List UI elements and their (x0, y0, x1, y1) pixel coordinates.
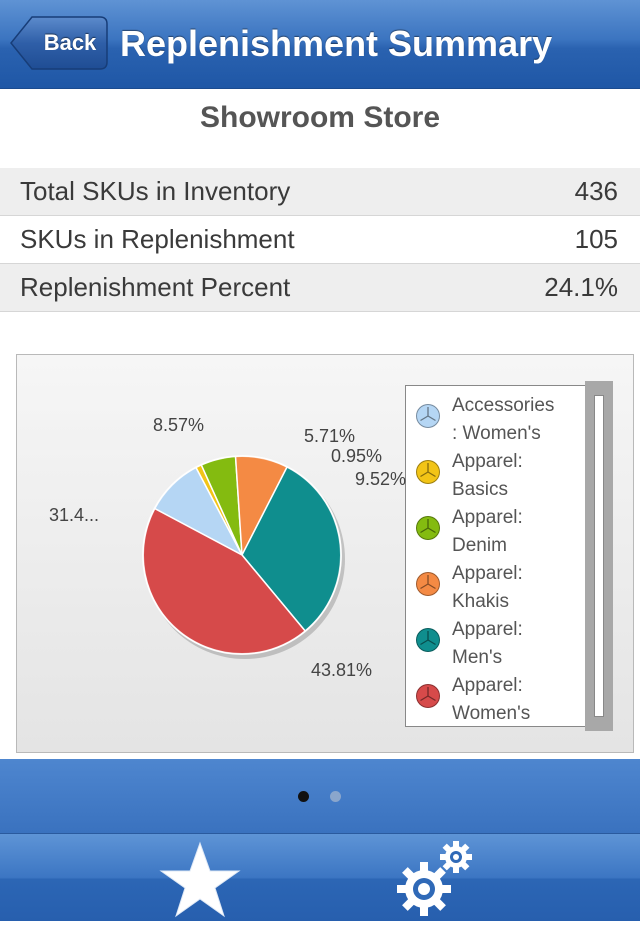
stat-value: 105 (574, 224, 618, 254)
stat-value: 436 (574, 176, 618, 206)
legend-label: Accessories : Women's (452, 392, 586, 448)
legend-label-line: Apparel: (452, 507, 523, 528)
stat-label: Total SKUs in Inventory (20, 176, 291, 206)
legend-pie-icon (416, 460, 440, 484)
pie-rim (142, 455, 342, 655)
tab-bar (0, 833, 640, 921)
stat-row-skus-replenishment: SKUs in Replenishment 105 (0, 216, 640, 264)
gears-icon (397, 841, 472, 916)
legend-label: Apparel: Women's (452, 672, 586, 726)
legend-label-line: : Women's (452, 423, 541, 444)
legend-scroll-thumb[interactable] (594, 395, 604, 717)
legend-label-line: Apparel: (452, 451, 523, 472)
legend-pie-icon (416, 572, 440, 596)
tab-favorites[interactable] (120, 834, 280, 921)
store-name: Showroom Store (199, 101, 440, 134)
back-button-label: Back (43, 30, 97, 55)
legend-label-line: Apparel: (452, 619, 523, 640)
pie-slice-label: 43.81% (311, 660, 373, 680)
stat-label: Replenishment Percent (20, 272, 291, 302)
stat-value: 24.1% (544, 272, 618, 302)
page-control[interactable] (0, 759, 640, 833)
star-icon (159, 841, 241, 918)
stat-row-total-skus: Total SKUs in Inventory 436 (0, 168, 640, 216)
legend-label-line: Apparel: (452, 675, 523, 696)
pie-slice-label: 0.95% (331, 446, 383, 466)
tab-settings[interactable] (356, 834, 516, 921)
legend-label-line: Accessories (452, 395, 555, 416)
back-button[interactable]: Back (10, 16, 108, 70)
page-dot[interactable] (330, 791, 341, 802)
stats-table: Total SKUs in Inventory 436 SKUs in Repl… (0, 168, 640, 312)
stat-label: SKUs in Replenishment (20, 224, 295, 254)
legend-pie-icon (416, 404, 440, 428)
page-dot-active[interactable] (298, 791, 309, 802)
legend-label-line: Khakis (452, 591, 510, 612)
legend-label-line: Men's (452, 647, 503, 668)
legend-label-line: Women's (452, 703, 531, 724)
legend-label-line: Denim (452, 535, 507, 556)
pie-slice-label: 31.4... (49, 505, 100, 525)
legend-label: Apparel: Basics (452, 448, 586, 504)
legend-label: Apparel: Denim (452, 504, 586, 560)
navigation-bar: Back Replenishment Summary (0, 0, 640, 89)
pie-slice-label: 8.57% (153, 415, 205, 435)
stat-row-replenishment-percent: Replenishment Percent 24.1% (0, 264, 640, 312)
page-title: Replenishment Summary (120, 23, 553, 64)
pie-chart (142, 455, 345, 659)
legend-pie-icon (416, 516, 440, 540)
legend-pie-icon (416, 684, 440, 708)
legend-label-line: Basics (452, 479, 508, 500)
legend-label: Apparel: Khakis (452, 560, 586, 616)
pie-chart-panel: Accessories: Women's Apparel: Basics Appare… (16, 354, 634, 753)
chart-legend[interactable]: Accessories: Women's Apparel: Basics Appare… (405, 385, 587, 727)
legend-pie-icon (416, 628, 440, 652)
legend-label: Apparel: Men's (452, 616, 586, 672)
pie-slice-label: 9.52% (355, 469, 407, 489)
legend-label-line: Apparel: (452, 563, 523, 584)
pie-slice-label: 5.71% (304, 426, 356, 446)
